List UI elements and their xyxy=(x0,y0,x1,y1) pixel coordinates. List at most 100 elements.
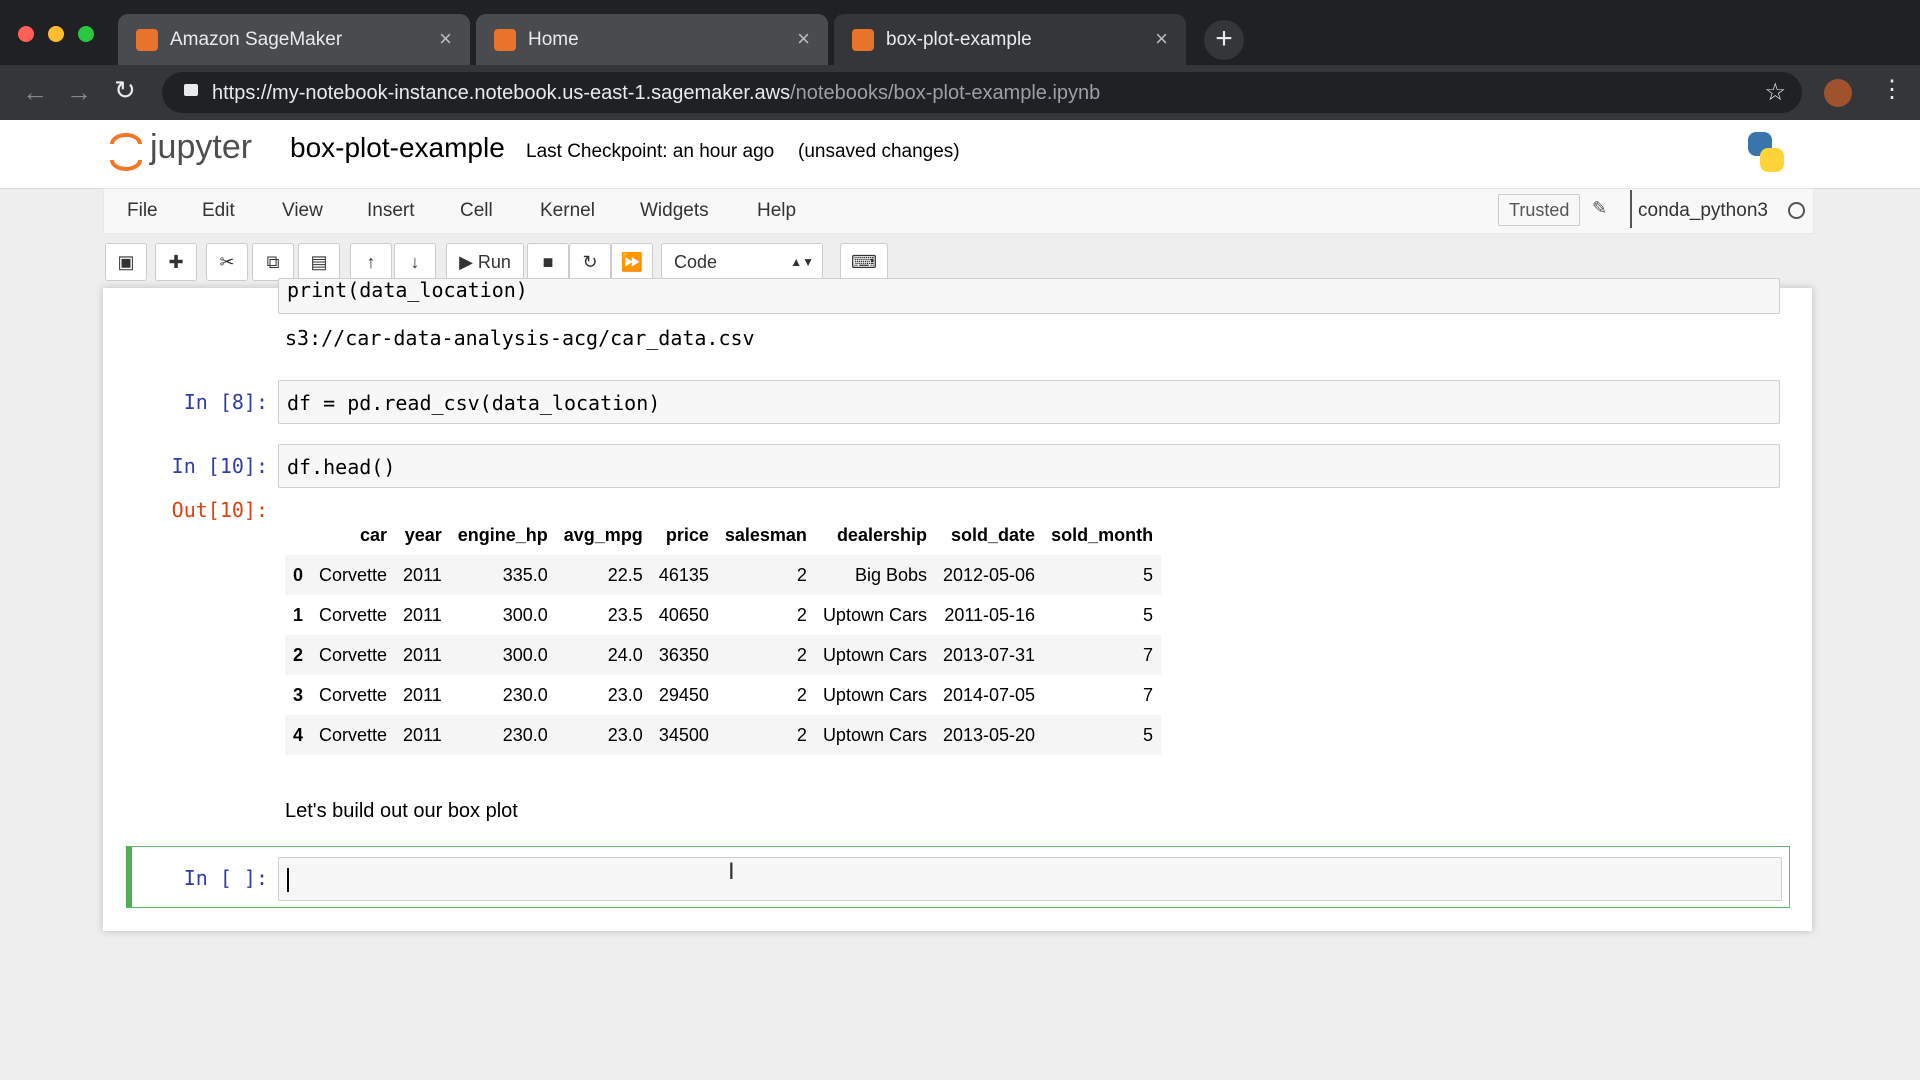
output-prompt: Out[10]: xyxy=(171,498,268,522)
cut-button[interactable]: ✂ xyxy=(206,243,248,281)
table-cell: 7 xyxy=(1143,644,1154,665)
table-cell: 2011 xyxy=(403,564,442,585)
code-input[interactable]: df.head() xyxy=(278,444,1780,488)
checkpoint-text: Last Checkpoint: an hour ago xyxy=(526,141,775,162)
save-button[interactable]: ▣ xyxy=(105,243,147,281)
table-cell: 2 xyxy=(796,604,807,625)
browser-tab[interactable]: Home × xyxy=(476,14,828,65)
move-up-button[interactable]: ↑ xyxy=(350,243,392,281)
header-row: car year engine_hp avg_mpg price salesman deal… xyxy=(285,515,1161,555)
bookmark-star[interactable]: ☆ xyxy=(1764,79,1786,106)
run-button[interactable]: ▶︎ Run xyxy=(446,243,524,281)
table-cell: Big Bobs xyxy=(854,564,927,585)
notebook-title[interactable]: box-plot-example xyxy=(290,132,505,163)
table-cell: 2012-05-06 xyxy=(942,564,1036,585)
table-cell: 2 xyxy=(796,724,807,745)
copy-button[interactable]: ⧉ xyxy=(252,243,294,281)
insert-cell-button[interactable]: ✚ xyxy=(155,243,197,281)
menu-item[interactable]: Edit xyxy=(202,200,235,221)
edit-icon[interactable]: ✎ xyxy=(1592,198,1608,218)
table-cell: 46135 xyxy=(658,564,709,585)
table-cell: 23.0 xyxy=(607,684,643,705)
table-row: 1 Corvette 2011 300.0 23.5 40650 2 Uptown Cars 2… xyxy=(285,595,1161,635)
back-button[interactable]: ← xyxy=(22,77,48,107)
row-index: 3 xyxy=(293,684,304,705)
menu-item[interactable]: View xyxy=(282,200,323,221)
selected-cell[interactable] xyxy=(126,846,1790,908)
table-cell: 2 xyxy=(796,564,807,585)
command-palette-button[interactable]: ⌨ xyxy=(840,243,888,281)
browser-tab[interactable]: Amazon SageMaker × xyxy=(118,14,470,65)
mouse-cursor: I xyxy=(728,858,735,885)
new-tab[interactable]: + xyxy=(1204,20,1244,60)
menu-item[interactable]: Widgets xyxy=(640,200,709,221)
address-bar[interactable]: https://my-notebook-instance.notebook.us… xyxy=(162,72,1802,113)
jupyter-logo-text[interactable]: jupyter xyxy=(150,128,253,166)
kernel-status xyxy=(1788,202,1805,219)
autosave-status: (unsaved changes) xyxy=(798,141,960,162)
code-input[interactable] xyxy=(278,857,1782,901)
column-header: sold_date xyxy=(951,524,1036,545)
cell-type-select[interactable]: Code ▲▼ xyxy=(661,243,823,279)
paste-button[interactable]: ▤ xyxy=(298,243,340,281)
profile-avatar[interactable] xyxy=(1824,79,1852,107)
tab-icon xyxy=(136,29,158,51)
column-header: price xyxy=(665,524,709,545)
reload-button[interactable]: ↻ xyxy=(114,75,136,105)
trusted-indicator[interactable]: Trusted xyxy=(1498,194,1581,226)
table-cell: Corvette xyxy=(319,564,388,585)
menu-item[interactable]: File xyxy=(127,200,158,221)
cell-output: s3://car-data-analysis-acg/car_data.csv xyxy=(285,326,755,350)
code-text: df = pd.read_csv(data_location) xyxy=(287,391,661,415)
menu-item[interactable]: Insert xyxy=(367,200,415,221)
menu-item[interactable]: Kernel xyxy=(540,200,595,221)
index-header xyxy=(285,515,311,555)
browser-tab[interactable]: box-plot-example × xyxy=(834,14,1186,65)
restart-run-all-button[interactable]: ⏩ xyxy=(611,243,653,281)
notebook-header: jupyter box-plot-example Last Checkpoint… xyxy=(0,120,1920,189)
browser-menu[interactable]: ⋮ xyxy=(1880,76,1904,103)
close-window[interactable] xyxy=(18,26,34,42)
tab-close[interactable]: × xyxy=(797,26,810,51)
table-cell: 40650 xyxy=(658,604,709,625)
table-cell: Uptown Cars xyxy=(822,644,927,665)
table-cell: 23.5 xyxy=(607,604,643,625)
table-cell: 230.0 xyxy=(502,684,548,705)
tab-close[interactable]: × xyxy=(439,26,452,51)
table-cell: 2 xyxy=(796,644,807,665)
table-cell: Uptown Cars xyxy=(822,684,927,705)
tab-icon xyxy=(852,29,874,51)
menu-item[interactable]: Cell xyxy=(460,200,493,221)
table-header: car year engine_hp avg_mpg price salesman deal… xyxy=(285,515,1161,555)
move-down-button[interactable]: ↓ xyxy=(394,243,436,281)
maximize-window[interactable] xyxy=(78,26,94,42)
minimize-window[interactable] xyxy=(48,26,64,42)
table-row: 2 Corvette 2011 300.0 24.0 36350 2 Uptown Cars 2… xyxy=(285,635,1162,675)
column-header: avg_mpg xyxy=(563,524,643,545)
table-cell: 2011 xyxy=(403,724,442,745)
table-cell: 22.5 xyxy=(607,564,643,585)
code-input[interactable]: print(data_location) xyxy=(278,278,1780,314)
table-cell: Corvette xyxy=(319,684,388,705)
code-input[interactable]: df = pd.read_csv(data_location) xyxy=(278,380,1780,424)
tab-close[interactable]: × xyxy=(1155,26,1168,51)
menu-item[interactable]: Help xyxy=(757,200,797,221)
table-cell: 2 xyxy=(796,684,807,705)
forward-button[interactable]: → xyxy=(66,77,92,107)
table-cell: 5 xyxy=(1143,564,1154,585)
jupyter-logo-icon xyxy=(110,133,142,171)
kernel-name[interactable]: conda_python3 xyxy=(1638,200,1768,221)
table-cell: 2011 xyxy=(403,604,442,625)
column-header: sold_month xyxy=(1051,524,1154,545)
markdown-text: Let's build out our box plot xyxy=(285,800,518,822)
tab-title: Home xyxy=(528,29,579,50)
dataframe-table: car year engine_hp avg_mpg price salesman deal… xyxy=(285,515,1162,755)
address-row: ← → ↻ https://my-notebook-instance.noteb… xyxy=(0,65,1920,120)
table-cell: 2013-07-31 xyxy=(942,644,1036,665)
table-cell: 29450 xyxy=(658,684,709,705)
table-body: 0 Corvette 2011 335.0 22.5 46135 2 Big Bobs 2012… xyxy=(285,555,1162,755)
restart-button[interactable]: ↻ xyxy=(569,243,611,281)
interrupt-button[interactable]: ■ xyxy=(527,243,569,281)
tab-title: Amazon SageMaker xyxy=(170,29,343,50)
